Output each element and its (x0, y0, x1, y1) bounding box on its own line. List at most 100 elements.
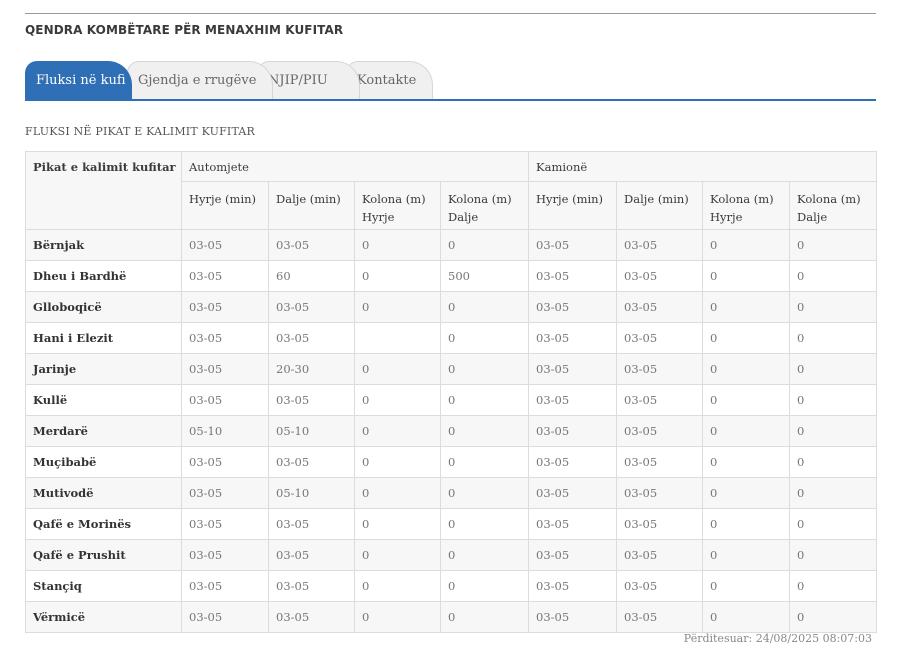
table-cell: 03-05 (528, 508, 618, 540)
table-cell: 0 (354, 539, 441, 571)
table-cell: 0 (789, 353, 878, 385)
table-cell: 0 (354, 353, 441, 385)
table-cell: 03-05 (616, 539, 704, 571)
table-cell: 0 (789, 260, 878, 292)
table-cell: 0 (354, 570, 441, 602)
tab-fluksi-ne-kufi[interactable]: Fluksi në kufi (25, 61, 132, 99)
table-cell: 03-05 (616, 477, 704, 509)
table-cell: 0 (439, 508, 530, 540)
table-cell: 03-05 (181, 477, 269, 509)
table-cell: 03-05 (181, 601, 269, 633)
tab-kontakte[interactable]: Kontakte (346, 61, 433, 99)
table-cell: 0 (789, 539, 878, 571)
top-divider (25, 13, 876, 14)
table-cell: 0 (702, 539, 791, 571)
tab-label: Gjendja e rrugëve (138, 73, 257, 88)
border-point-name: Qafë e Morinës (25, 508, 182, 540)
table-cell: 03-05 (268, 446, 355, 478)
table-cell: 03-05 (268, 601, 355, 633)
table-cell: 0 (439, 570, 530, 602)
border-point-name: Hani i Elezit (25, 322, 182, 354)
table-cell: 03-05 (528, 291, 618, 323)
border-point-name: Muçibabë (25, 446, 182, 478)
table-cell: 03-05 (181, 539, 269, 571)
table-cell: 0 (702, 508, 791, 540)
table-cell: 0 (354, 260, 441, 292)
table-cell: 05-10 (181, 415, 269, 447)
table-row: Vërmicë 03-05 03-05 0 0 03-05 03-05 0 0 (25, 601, 878, 633)
table-cell: 03-05 (268, 539, 355, 571)
table-row: Mutivodë 03-05 05-10 0 0 03-05 03-05 0 0 (25, 477, 878, 509)
table-cell: 03-05 (616, 508, 704, 540)
column-header-kolona-hyrje: Kolona (m) Hyrje (702, 181, 791, 230)
column-header-hyrje: Hyrje (min) (181, 181, 269, 230)
table-cell: 03-05 (528, 446, 618, 478)
table-cell: 0 (439, 353, 530, 385)
table-cell: 03-05 (268, 384, 355, 416)
table-cell: 0 (439, 291, 530, 323)
table-cell: 05-10 (268, 477, 355, 509)
group-header-kamione: Kamionë (528, 151, 878, 182)
border-point-name: Vërmicë (25, 601, 182, 633)
table-cell: 03-05 (616, 353, 704, 385)
table-cell: 03-05 (268, 229, 355, 261)
tab-njip-piu[interactable]: NJIP/PIU (257, 61, 360, 99)
table-cell: 03-05 (616, 446, 704, 478)
tab-label: Kontakte (357, 73, 417, 88)
table-cell: 0 (789, 508, 878, 540)
table-cell: 03-05 (181, 291, 269, 323)
border-point-name: Mutivodë (25, 477, 182, 509)
table-row: Qafë e Morinës 03-05 03-05 0 0 03-05 03-05 0 0 (25, 508, 878, 540)
table-cell: 0 (354, 384, 441, 416)
table-cell: 03-05 (181, 260, 269, 292)
table-cell: 03-05 (528, 570, 618, 602)
table-cell: 03-05 (181, 229, 269, 261)
table-cell: 03-05 (181, 384, 269, 416)
table-cell: 0 (439, 415, 530, 447)
table-cell: 03-05 (181, 322, 269, 354)
border-point-name: Dheu i Bardhë (25, 260, 182, 292)
table-cell: 60 (268, 260, 355, 292)
tab-gjendja-e-rrugeve[interactable]: Gjendja e rrugëve (127, 61, 273, 99)
table-cell: 0 (702, 477, 791, 509)
table-cell: 0 (354, 229, 441, 261)
table-cell: 0 (354, 415, 441, 447)
table-cell: 0 (702, 446, 791, 478)
table-cell: 03-05 (181, 570, 269, 602)
border-point-name: Jarinje (25, 353, 182, 385)
table-cell: 03-05 (528, 477, 618, 509)
table-cell: 0 (789, 570, 878, 602)
border-point-name: Stançiq (25, 570, 182, 602)
table-cell: 0 (789, 291, 878, 323)
table-cell: 03-05 (616, 415, 704, 447)
table-cell: 0 (702, 415, 791, 447)
table-cell: 03-05 (528, 322, 618, 354)
table-cell: 03-05 (268, 508, 355, 540)
column-header-hyrje: Hyrje (min) (528, 181, 618, 230)
table-cell: 0 (702, 291, 791, 323)
table-cell: 0 (702, 570, 791, 602)
table-cell: 03-05 (616, 291, 704, 323)
column-header-dalje: Dalje (min) (616, 181, 704, 230)
table-cell: 03-05 (181, 353, 269, 385)
table-cell: 03-05 (528, 415, 618, 447)
table-cell: 03-05 (268, 570, 355, 602)
table-cell: 03-05 (616, 384, 704, 416)
table-cell: 20-30 (268, 353, 355, 385)
table-cell: 0 (439, 384, 530, 416)
column-header-dalje: Dalje (min) (268, 181, 355, 230)
table-row: Kullë 03-05 03-05 0 0 03-05 03-05 0 0 (25, 384, 878, 416)
table-row: Hani i Elezit 03-05 03-05 0 03-05 03-05 0 0 (25, 322, 878, 354)
table-cell: 03-05 (268, 291, 355, 323)
table-cell: 03-05 (616, 601, 704, 633)
table-cell: 0 (702, 229, 791, 261)
table-cell: 03-05 (268, 322, 355, 354)
border-point-name: Merdarë (25, 415, 182, 447)
table-cell: 0 (354, 446, 441, 478)
table-cell: 0 (702, 260, 791, 292)
table-cell: 03-05 (616, 229, 704, 261)
tab-label: Fluksi në kufi (36, 73, 126, 88)
table-cell: 0 (439, 477, 530, 509)
table-cell: 0 (354, 601, 441, 633)
table-cell: 0 (789, 229, 878, 261)
